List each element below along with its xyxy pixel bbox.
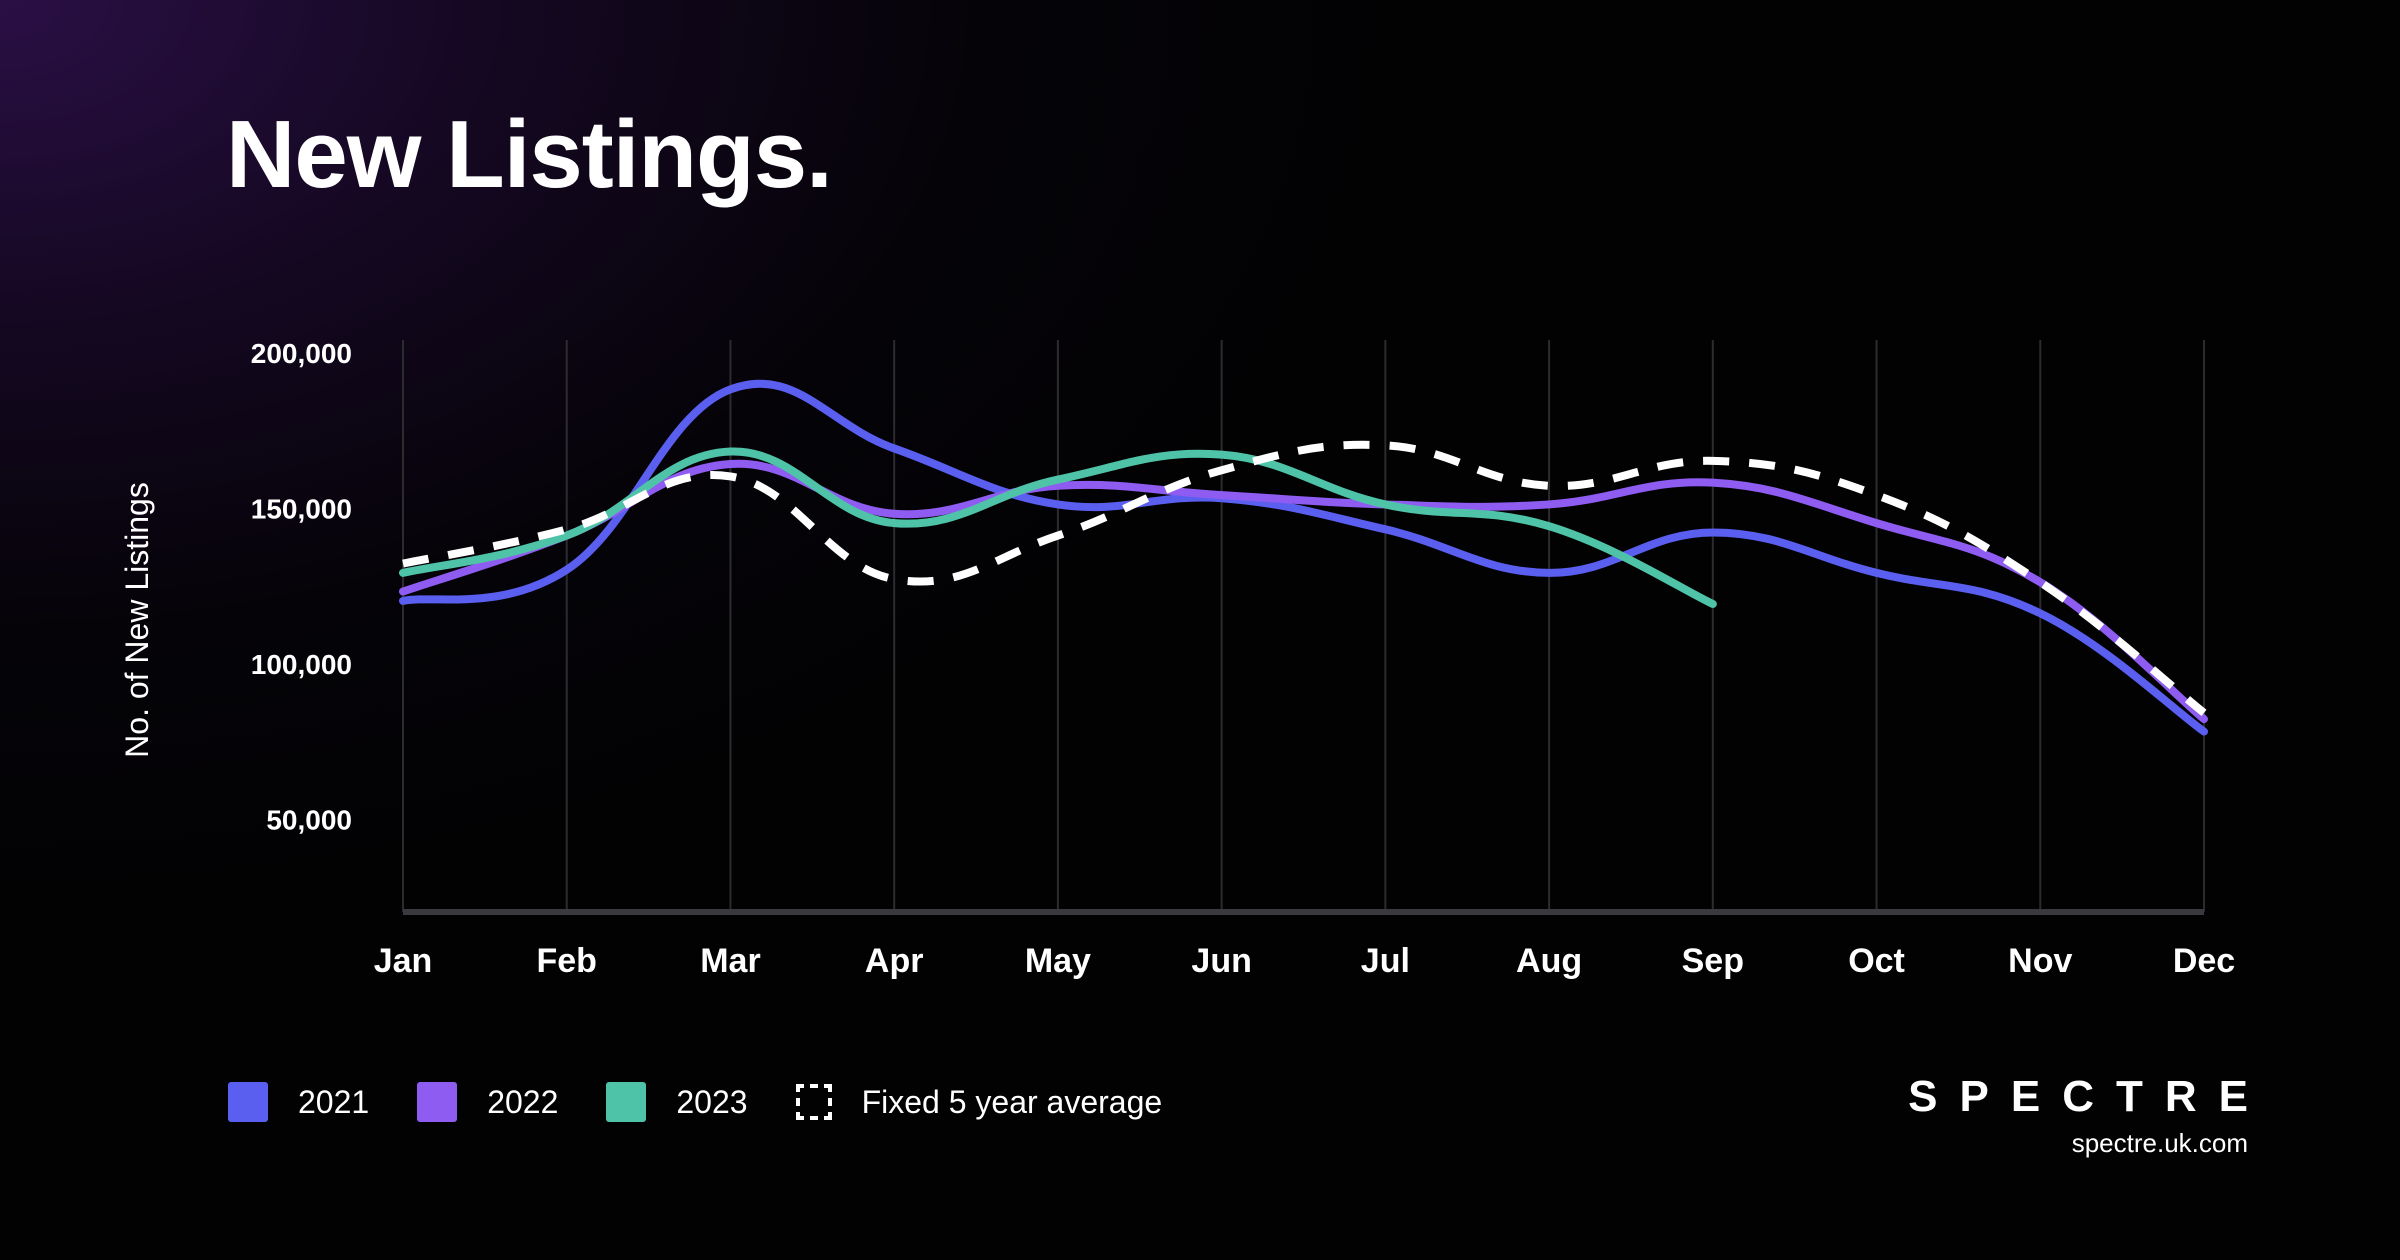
legend-label-2022: 2022 [487,1083,559,1120]
x-tick-dec: Dec [2173,942,2235,980]
y-tick-50000: 50,000 [266,805,352,836]
x-tick-jul: Jul [1361,942,1410,980]
x-tick-apr: Apr [865,942,924,980]
chart-series [399,379,2208,736]
x-tick-feb: Feb [537,942,597,980]
x-tick-may: May [1025,942,1091,980]
legend-swatch-2021 [228,1082,268,1122]
legend-item-2023: 2023 [606,1082,748,1122]
legend-label-2023: 2023 [676,1083,748,1120]
y-tick-150000: 150,000 [251,494,352,525]
series-line-2023 [399,447,1717,608]
x-tick-aug: Aug [1516,942,1582,980]
x-tick-oct: Oct [1848,942,1905,980]
legend-swatch-2022 [417,1082,458,1122]
series-line-2022 [399,459,2208,724]
y-axis-title: No. of New Listings [119,482,155,758]
x-tick-nov: Nov [2008,942,2072,980]
spectre-logo: SPECTRE [1908,1072,2270,1121]
series-line-2021 [399,379,2208,736]
x-axis-tick-labels: Jan Feb Mar Apr May Jun Jul Aug Sep Oct Nov Dec [374,942,2235,980]
brand-block: SPECTRE spectre.uk.com [1908,1072,2248,1159]
series-line-fixed-5-year-average [402,440,2207,717]
y-tick-100000: 100,000 [251,649,352,680]
website-link[interactable]: spectre.uk.com [2071,1128,2248,1158]
legend-item-2022: 2022 [417,1082,558,1122]
legend-label-2021: 2021 [298,1083,370,1120]
x-tick-sep: Sep [1682,942,1744,980]
page-title: New Listings. [226,101,833,208]
legend-item-average: Fixed 5 year average [795,1083,1163,1121]
y-axis-tick-labels: 50,000 100,000 150,000 200,000 [251,338,352,836]
legend-swatch-average [795,1084,832,1120]
chart-grid [402,340,2205,912]
legend-label-average: Fixed 5 year average [861,1083,1163,1120]
legend-swatch-2023 [606,1082,647,1122]
legend: 2021 2022 2023 Fixed 5 year average [228,1082,1210,1122]
y-tick-200000: 200,000 [251,338,352,369]
x-tick-jan: Jan [374,942,433,980]
x-tick-mar: Mar [700,942,760,980]
legend-item-2021: 2021 [228,1082,369,1122]
x-tick-jun: Jun [1191,942,1251,980]
